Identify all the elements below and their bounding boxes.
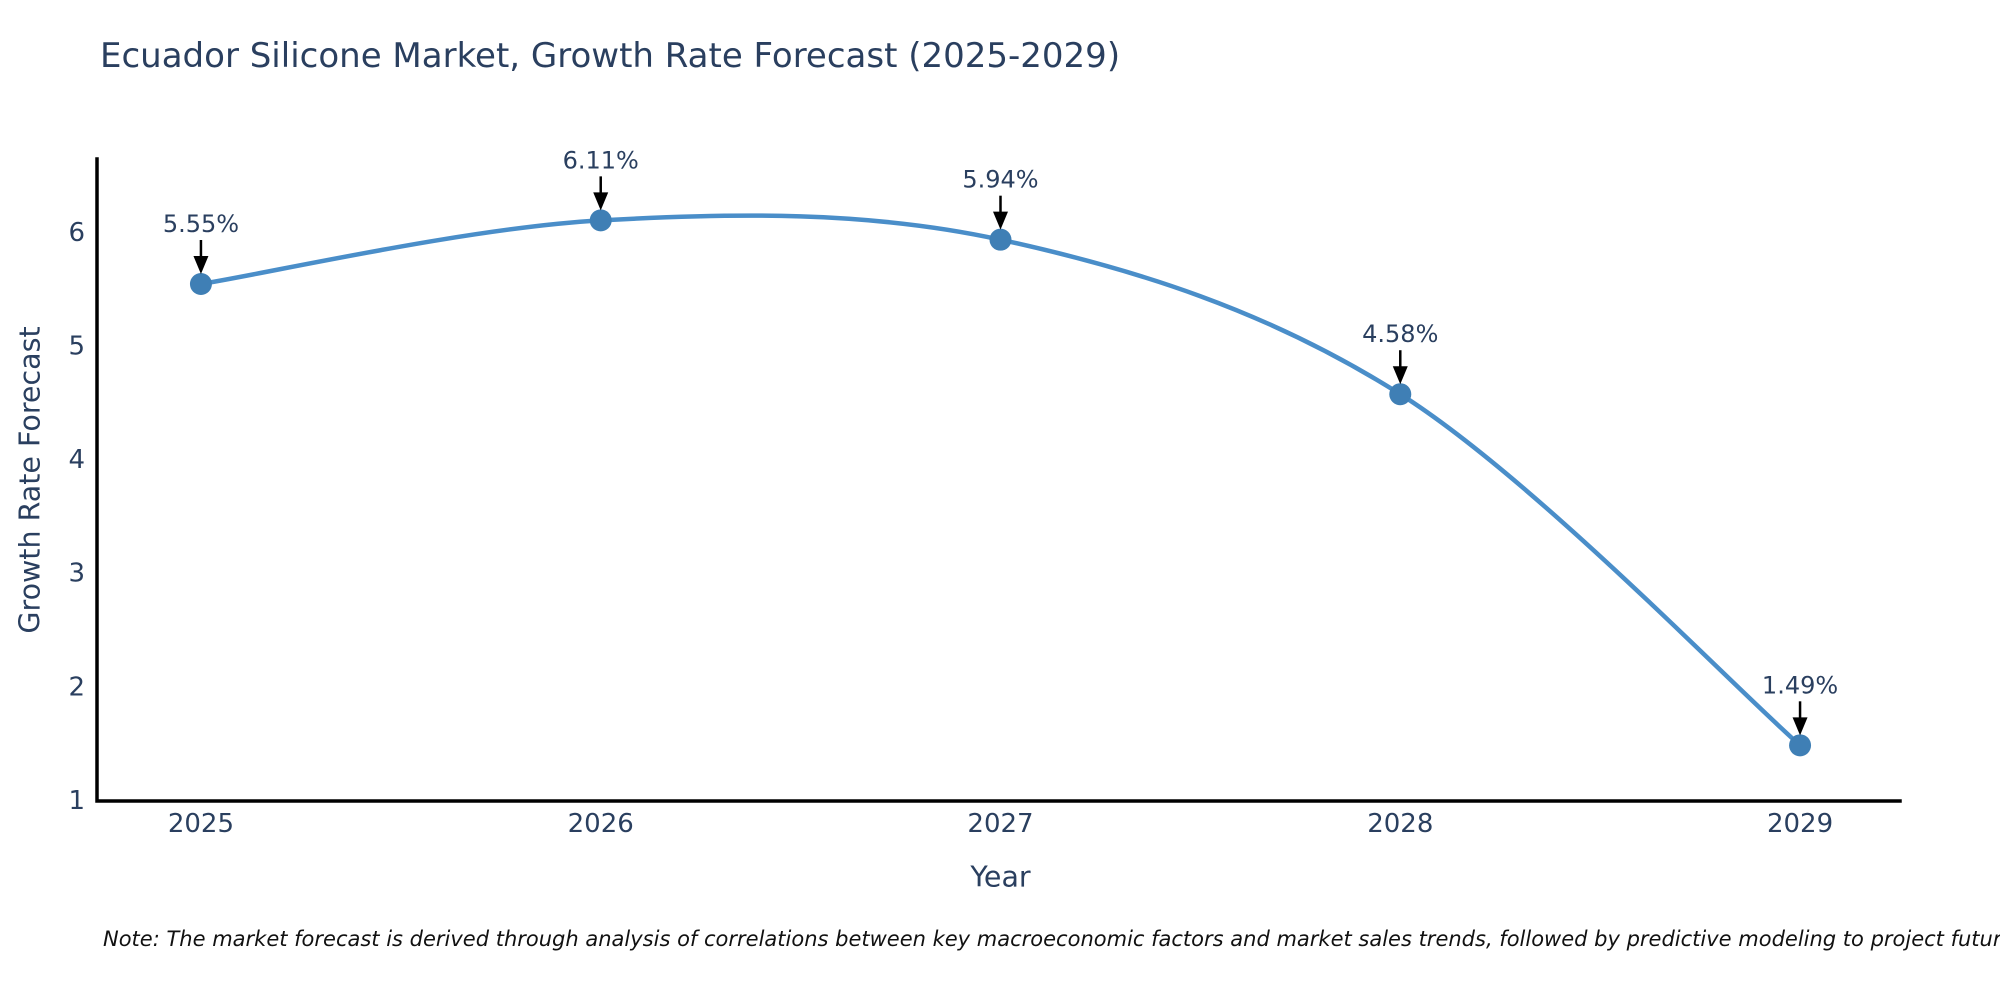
- x-tick-label: 2026: [568, 809, 634, 839]
- data-point-marker: [989, 228, 1012, 251]
- annotation-arrowhead: [193, 255, 209, 274]
- x-tick-label: 2025: [168, 809, 234, 839]
- y-tick-label: 3: [68, 559, 85, 589]
- annotation-arrowhead: [1392, 366, 1408, 385]
- annotation-arrowhead: [1792, 717, 1808, 736]
- annotation-label: 5.55%: [163, 210, 239, 238]
- annotation-label: 6.11%: [563, 146, 639, 174]
- x-tick-label: 2028: [1367, 809, 1433, 839]
- y-tick-label: 6: [68, 218, 85, 248]
- axis-lines: [95, 157, 1902, 803]
- series-line: [198, 213, 1803, 748]
- data-point-marker: [1389, 383, 1412, 406]
- data-point-marker: [1789, 734, 1812, 757]
- data-point-marker: [589, 209, 612, 232]
- annotation-label: 1.49%: [1762, 671, 1838, 699]
- annotation-label: 4.58%: [1362, 320, 1438, 348]
- y-tick-label: 1: [68, 786, 85, 816]
- annotation-arrowhead: [593, 192, 609, 211]
- y-tick-label: 4: [68, 445, 85, 475]
- chart-title: Ecuador Silicone Market, Growth Rate For…: [100, 36, 1121, 76]
- y-axis-title: Growth Rate Forecast: [14, 326, 47, 633]
- x-axis-title: Year: [969, 861, 1031, 894]
- footnote: Note: The market forecast is derived thr…: [103, 927, 2000, 951]
- annotation-label: 5.94%: [962, 166, 1038, 194]
- y-tick-label: 5: [68, 331, 85, 361]
- x-tick-label: 2027: [967, 809, 1033, 839]
- y-tick-label: 2: [68, 672, 85, 702]
- annotation-arrowhead: [992, 211, 1008, 230]
- x-tick-label: 2029: [1767, 809, 1833, 839]
- data-point-marker: [189, 272, 212, 295]
